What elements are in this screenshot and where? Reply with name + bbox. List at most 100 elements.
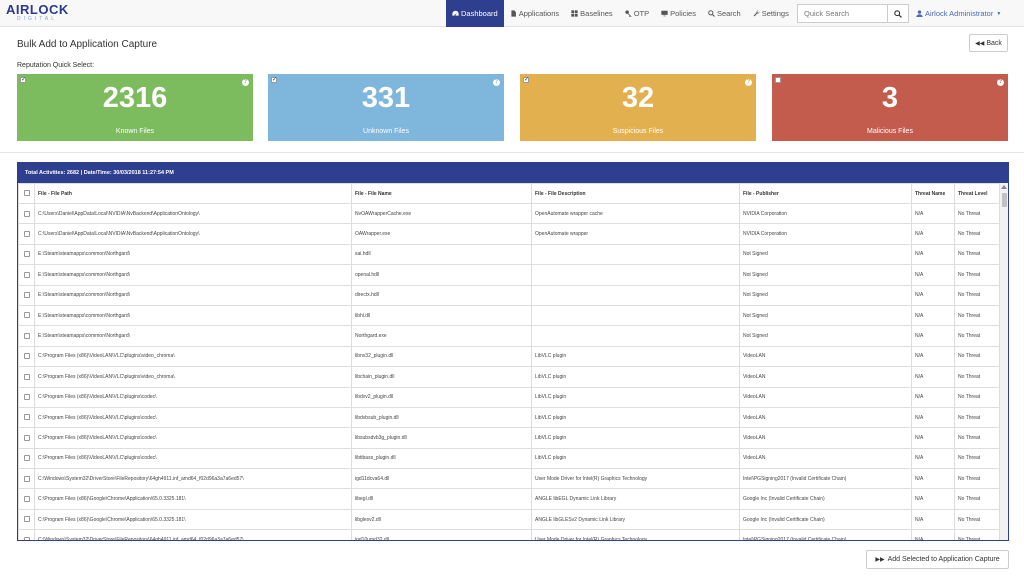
table-row[interactable]: C:\Program Files (x86)\VideoLAN\VLC\plug… [18,345,1001,368]
user-menu[interactable]: Airlock Administrator ▼ [916,0,1001,27]
nav-settings[interactable]: Settings [747,0,795,27]
select-all-checkbox[interactable] [18,183,35,204]
checkbox[interactable] [23,394,30,401]
malicious-files-count: 3 [881,82,899,114]
reputation-quick-select-label: Reputation Quick Select: [17,62,95,69]
checkbox[interactable] [23,496,30,502]
column-header[interactable]: Threat Name [911,183,955,204]
row-checkbox[interactable] [18,468,35,490]
checkbox[interactable] [23,312,30,319]
checkbox[interactable] [23,332,30,339]
table-row[interactable]: E:\Steam\steamapps\common\Northgard\ open… [18,264,1001,286]
column-header[interactable]: File - File Description [531,183,740,204]
checkbox[interactable] [23,516,30,523]
checkbox[interactable] [23,414,30,421]
table-row[interactable]: C:\Program Files (x86)\VideoLAN\VLC\plug… [18,406,1001,429]
nav-search[interactable]: Search [702,0,747,27]
checkbox[interactable] [23,230,30,237]
checkbox[interactable] [23,536,30,540]
airlock-logo[interactable]: AIRLOCK DIGITAL [6,3,68,23]
row-checkbox[interactable] [18,304,35,327]
row-checkbox[interactable] [18,427,35,449]
table-row[interactable]: C:\Users\Daniel\AppData\Local\NVIDIA\NvB… [18,202,1001,225]
row-checkbox[interactable] [18,223,35,245]
table-row[interactable]: C:\Windows\System32\DriverStore\FileRepo… [18,468,1001,490]
row-checkbox[interactable] [18,345,35,368]
known-files-label: Known Files [115,128,155,135]
nav-applications[interactable]: Applications [504,0,565,27]
scrollbar-thumb[interactable] [1002,193,1007,207]
row-checkbox[interactable] [18,529,35,540]
row-checkbox[interactable] [18,366,35,388]
row-checkbox[interactable] [18,508,35,531]
row-checkbox[interactable] [18,284,35,306]
malicious-files-checkbox[interactable] [775,77,781,83]
checkbox[interactable] [23,434,30,441]
checkbox[interactable] [23,251,30,258]
table-cell: N/A [911,284,955,306]
checkbox[interactable] [23,455,30,462]
row-checkbox[interactable] [18,243,35,266]
search-icon [708,10,715,17]
checkbox[interactable] [23,210,30,217]
malicious-files-card[interactable]: ? 3 Malicious Files [772,74,1008,141]
help-icon[interactable]: ? [493,79,500,86]
table-cell: NVIDIA Corporation [739,223,912,245]
table-row[interactable]: C:\Program Files (x86)\Google\Chrome\App… [18,488,1001,510]
column-header[interactable]: File - Publisher [739,183,912,204]
help-icon[interactable]: ? [242,79,249,86]
table-row[interactable]: C:\Program Files (x86)\VideoLAN\VLC\plug… [18,366,1001,388]
row-checkbox[interactable] [18,447,35,470]
table-cell: Not Signed [739,304,912,327]
suspicious-files-checkbox[interactable]: ✓ [523,77,530,83]
table-row[interactable]: E:\Steam\steamapps\common\Northgard\ sai.… [18,243,1001,266]
row-checkbox[interactable] [18,386,35,408]
table-row[interactable]: E:\Steam\steamapps\common\Northgard\ dire… [18,284,1001,306]
table-row[interactable]: E:\Steam\steamapps\common\Northgard\ Nort… [18,325,1001,347]
table-cell: N/A [911,243,955,266]
nav-baselines[interactable]: Baselines [565,0,619,27]
checkbox[interactable] [23,475,30,482]
table-cell: C:\Users\Daniel\AppData\Local\NVIDIA\NvB… [34,223,352,245]
checkbox[interactable] [23,271,30,278]
checkbox[interactable] [23,353,30,360]
column-header[interactable]: File - File Name [351,183,532,204]
column-header[interactable]: Threat Level [954,183,1001,204]
known-files-card[interactable]: ✓ ? 2316 Known Files [17,74,253,141]
table-row[interactable]: C:\Windows\System32\DriverStore\FileRepo… [18,529,1001,540]
table-row[interactable]: C:\Program Files (x86)\VideoLAN\VLC\plug… [18,386,1001,408]
quick-search-button[interactable] [887,4,909,23]
row-checkbox[interactable] [18,202,35,225]
nav-otp[interactable]: OTP [619,0,655,27]
add-selected-button[interactable]: ▶▶ Add Selected to Application Capture [866,550,1009,569]
row-checkbox[interactable] [18,325,35,347]
row-checkbox[interactable] [18,488,35,510]
checkbox[interactable] [23,373,30,380]
unknown-files-card[interactable]: ✓ ? 331 Unknown Files [268,74,504,141]
table-row[interactable]: C:\Program Files (x86)\VideoLAN\VLC\plug… [18,427,1001,449]
checkbox[interactable] [23,292,30,299]
unknown-files-checkbox[interactable]: ✓ [271,77,278,83]
scroll-up-icon[interactable] [1001,185,1007,189]
suspicious-files-card[interactable]: ✓ ? 32 Suspicious Files [520,74,756,141]
unknown-files-count: 331 [361,82,411,114]
vertical-scrollbar[interactable] [999,183,1008,540]
column-header[interactable]: File - File Path [34,183,352,204]
known-files-checkbox[interactable]: ✓ [20,77,27,83]
table-cell: N/A [911,488,955,510]
table-cell: E:\Steam\steamapps\common\Northgard\ [34,325,352,347]
table-row[interactable]: C:\Program Files (x86)\VideoLAN\VLC\plug… [18,447,1001,470]
table-row[interactable]: C:\Users\Daniel\AppData\Local\NVIDIA\NvB… [18,223,1001,245]
help-icon[interactable]: ? [997,79,1004,86]
row-checkbox[interactable] [18,264,35,286]
row-checkbox[interactable] [18,406,35,429]
nav-policies[interactable]: Policies [655,0,702,27]
back-button[interactable]: ◀◀ Back [969,34,1008,52]
quick-search-input[interactable] [797,4,888,23]
nav-dashboard[interactable]: Dashboard [446,0,504,27]
help-icon[interactable]: ? [745,79,752,86]
table-row[interactable]: C:\Program Files (x86)\Google\Chrome\App… [18,508,1001,531]
forward-icon: ▶▶ [875,557,885,563]
table-row[interactable]: E:\Steam\steamapps\common\Northgard\ libh… [18,304,1001,327]
activities-table-scroll[interactable]: File - File Path File - File Name File -… [18,183,1008,540]
